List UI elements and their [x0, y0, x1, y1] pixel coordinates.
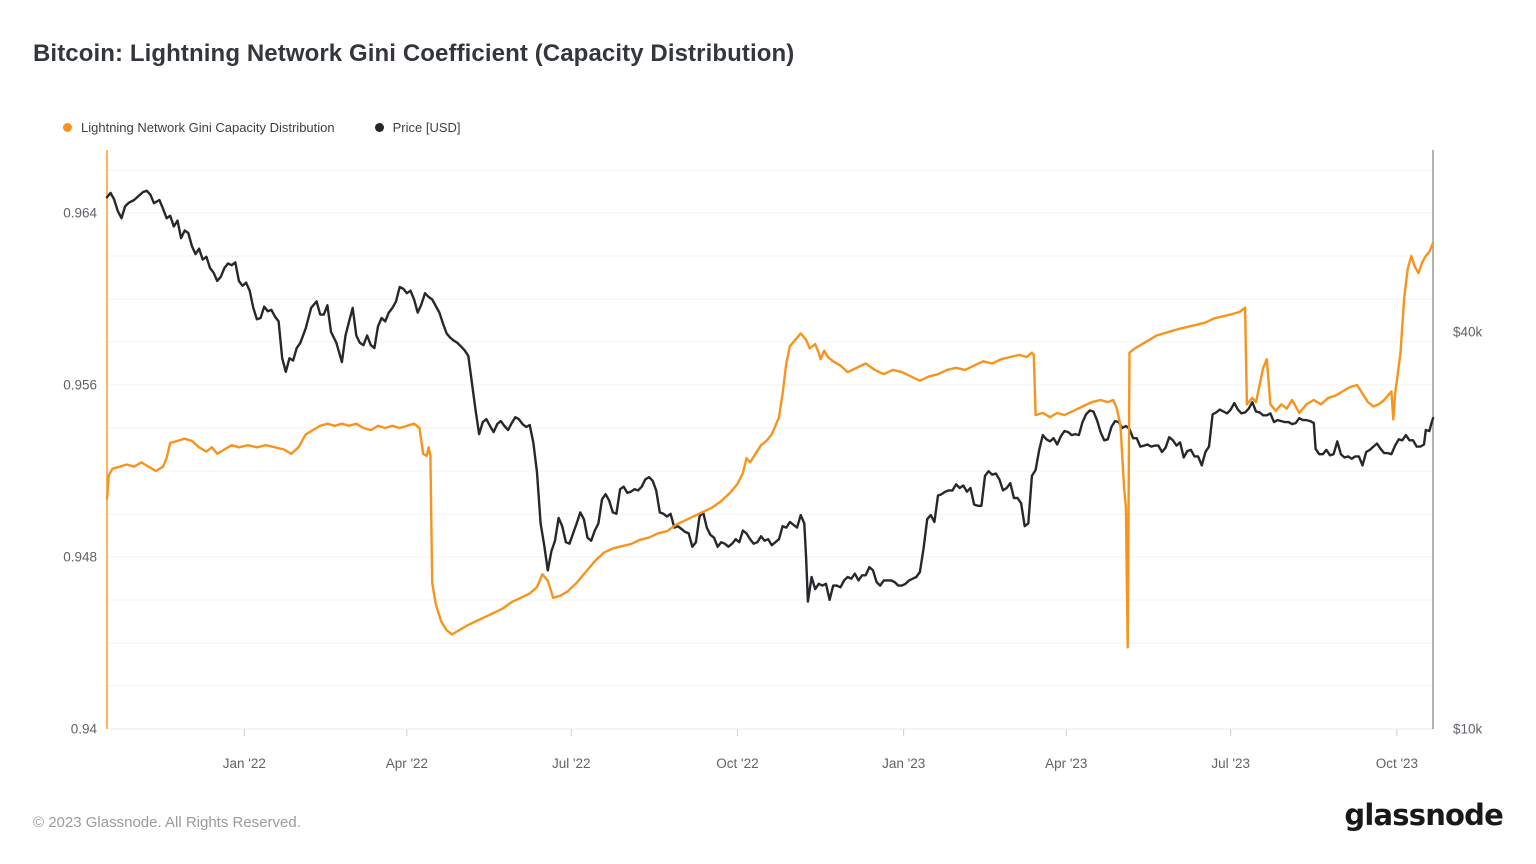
chart-legend: Lightning Network Gini Capacity Distribu…: [63, 120, 461, 135]
gini-series-dot-icon: [63, 123, 72, 132]
legend-item-price[interactable]: Price [USD]: [374, 120, 461, 135]
glassnode-logo: glassnode: [1344, 798, 1503, 832]
x-axis-label: Jan '23: [882, 756, 925, 771]
y-axis-left-label: 0.964: [63, 205, 97, 220]
copyright-text: © 2023 Glassnode. All Rights Reserved.: [33, 814, 301, 831]
x-axis-label: Jul '23: [1211, 756, 1250, 771]
x-axis-label: Oct '22: [716, 756, 758, 771]
gini-series-line: [105, 241, 1435, 649]
y-axis-right-label: $10k: [1453, 722, 1483, 737]
x-axis-label: Apr '22: [386, 756, 428, 771]
legend-label-gini: Lightning Network Gini Capacity Distribu…: [81, 120, 335, 135]
legend-item-gini[interactable]: Lightning Network Gini Capacity Distribu…: [63, 120, 335, 135]
legend-label-price: Price [USD]: [392, 120, 461, 135]
y-axis-left-label: 0.956: [63, 377, 97, 392]
page-title: Bitcoin: Lightning Network Gini Coeffici…: [33, 40, 795, 67]
price-series-line: [105, 189, 1435, 603]
x-axis-label: Oct '23: [1376, 756, 1418, 771]
x-axis-label: Jul '22: [552, 756, 591, 771]
y-axis-left-label: 0.948: [63, 549, 97, 564]
y-axis-left-label: 0.94: [71, 722, 98, 737]
y-axis-right-label: $40k: [1453, 324, 1483, 339]
x-axis-label: Jan '22: [223, 756, 266, 771]
x-axis-label: Apr '23: [1045, 756, 1087, 771]
price-series-dot-icon: [374, 123, 384, 132]
